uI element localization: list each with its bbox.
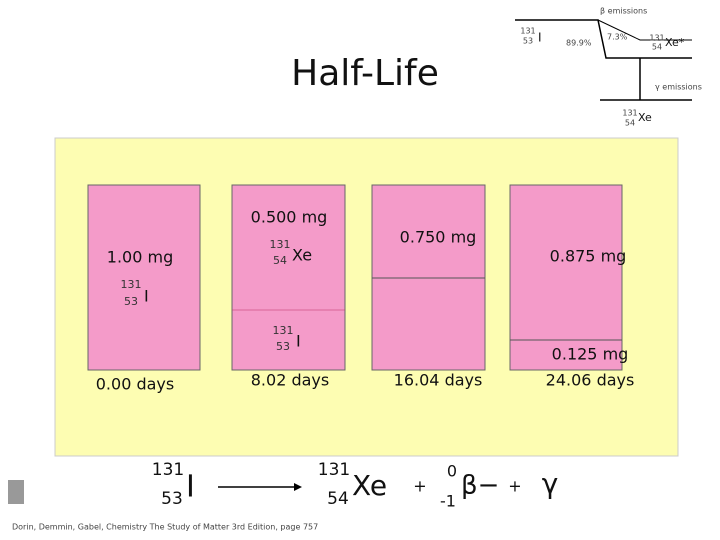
beta-label: β emissions <box>600 7 647 16</box>
gamma-label: γ emissions <box>655 83 702 92</box>
mass-number: 131 <box>520 27 535 36</box>
symbol: I <box>296 332 301 351</box>
time: 0.00 days <box>96 375 174 394</box>
symbol: I <box>186 470 195 505</box>
symbol: Xe <box>352 469 387 502</box>
symbol: Xe <box>638 111 652 124</box>
time: 16.04 days <box>394 371 483 390</box>
mass: 0.750 mg <box>400 228 477 247</box>
decay-diagram: β emissions 131 53 I 89.9% 7.3% 131 54 X… <box>515 7 702 128</box>
atomic-number: 53 <box>523 37 533 46</box>
mass-number: 131 <box>273 324 294 337</box>
mass-number: 131 <box>318 460 350 480</box>
plus: + <box>413 477 426 496</box>
time: 24.06 days <box>546 371 635 390</box>
mass-number: 131 <box>649 34 664 43</box>
symbol: I <box>144 287 149 306</box>
mass: 0.125 mg <box>552 345 629 364</box>
mass-number: 131 <box>622 109 637 118</box>
mass: 1.00 mg <box>107 248 173 267</box>
arrow-head <box>294 483 302 491</box>
symbol: I <box>538 31 542 45</box>
level-line <box>515 19 692 59</box>
mass: 0.500 mg <box>251 208 328 227</box>
atomic-number: -1 <box>440 492 456 511</box>
atomic-number: 54 <box>652 43 662 52</box>
mass-number: 131 <box>152 460 184 480</box>
atomic-number: 54 <box>273 254 287 267</box>
branch: 7.3% <box>607 33 628 42</box>
time: 8.02 days <box>251 371 329 390</box>
title: Half-Life <box>291 53 439 94</box>
symbol: Xe <box>292 246 312 265</box>
level-line <box>597 19 692 41</box>
atomic-number: 53 <box>161 489 183 509</box>
sample-box <box>231 184 346 371</box>
atomic-number: 54 <box>327 489 349 509</box>
citation: Dorin, Demmin, Gabel, Chemistry The Stud… <box>12 523 318 532</box>
mass: 0.875 mg <box>550 247 627 266</box>
plus: + <box>508 477 521 496</box>
symbol: γ <box>542 467 559 500</box>
atomic-number: 53 <box>276 340 290 353</box>
symbol: Xe* <box>665 36 685 49</box>
atomic-number: 53 <box>124 295 138 308</box>
sample-box <box>87 184 201 371</box>
bullet <box>8 480 24 504</box>
mass-number: 131 <box>121 278 142 291</box>
mass-number: 131 <box>270 238 291 251</box>
atomic-number: 54 <box>625 119 635 128</box>
mass-number: 0 <box>447 462 457 481</box>
sample-box <box>509 184 623 371</box>
symbol: β− <box>461 471 499 501</box>
branch: 89.9% <box>566 39 592 48</box>
